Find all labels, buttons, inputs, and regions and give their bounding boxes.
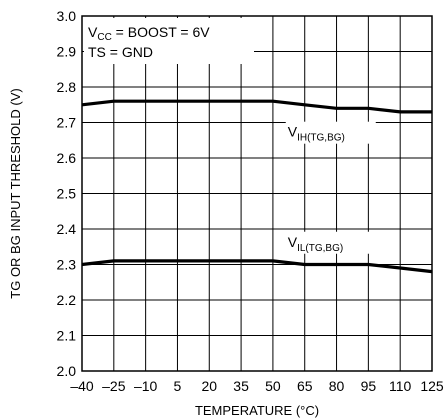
x-tick-labels: –40 –25 –10 5 20 35 50 65 80 95 110 125 — [70, 378, 444, 394]
x-tick-label: –40 — [70, 378, 94, 394]
x-tick-label: 20 — [201, 378, 217, 394]
conditions-line-1: VCC = BOOST = 6V — [88, 24, 210, 43]
x-tick-label: 5 — [174, 378, 182, 394]
y-tick-label: 2.8 — [57, 79, 77, 95]
x-tick-label: 80 — [329, 378, 345, 394]
x-tick-label: –10 — [134, 378, 158, 394]
y-tick-label: 2.6 — [57, 150, 77, 166]
vih-label-bg — [285, 121, 376, 144]
y-tick-label: 2.2 — [57, 292, 77, 308]
series-line-vil — [81, 259, 433, 274]
y-tick-label: 2.9 — [57, 44, 77, 60]
y-tick-label: 2.5 — [57, 186, 77, 202]
y-tick-labels: 2.0 2.1 2.2 2.3 2.4 2.5 2.6 2.7 2.8 2.9 3.0 — [57, 8, 77, 379]
series-lines — [81, 99, 433, 274]
series-label-vil: VIL(TG,BG) — [288, 234, 343, 254]
y-axis-label: TG OR BG INPUT THRESHOLD (V) — [8, 88, 23, 298]
x-tick-label: 110 — [389, 378, 412, 394]
x-tick-label: 65 — [297, 378, 313, 394]
vil-label-bg — [285, 231, 376, 254]
x-tick-label: 35 — [233, 378, 249, 394]
y-tick-label: 2.3 — [57, 257, 77, 273]
x-tick-label: –25 — [102, 378, 126, 394]
conditions-line-2: TS = GND — [88, 44, 153, 60]
x-axis-label: TEMPERATURE (°C) — [195, 403, 319, 418]
y-tick-label: 3.0 — [57, 8, 77, 24]
x-tick-label: 125 — [420, 378, 444, 394]
y-tick-label: 2.0 — [57, 363, 77, 379]
grid — [81, 15, 433, 372]
series-line-vih — [81, 99, 432, 114]
x-tick-label: 95 — [361, 378, 377, 394]
plot-frame — [81, 15, 433, 372]
y-tick-label: 2.1 — [57, 328, 77, 344]
conditions-box — [84, 18, 254, 64]
y-tick-label: 2.4 — [57, 221, 77, 237]
x-tick-label: 50 — [265, 378, 281, 394]
y-tick-label: 2.7 — [57, 115, 77, 131]
series-label-vih: VIH(TG,BG) — [288, 124, 345, 144]
